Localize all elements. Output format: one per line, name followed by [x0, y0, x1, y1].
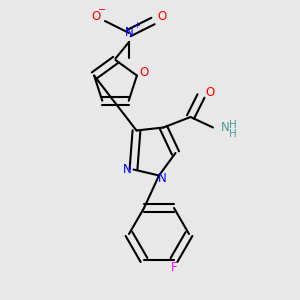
Text: O: O: [206, 86, 215, 100]
Text: H: H: [230, 119, 237, 130]
Text: O: O: [92, 10, 100, 23]
Text: O: O: [158, 10, 166, 23]
Text: N: N: [158, 172, 166, 185]
Text: +: +: [133, 21, 140, 30]
Text: H: H: [230, 128, 237, 139]
Text: N: N: [123, 163, 132, 176]
Text: F: F: [171, 261, 177, 274]
Text: O: O: [140, 66, 149, 79]
Text: N: N: [124, 26, 134, 40]
Text: −: −: [98, 4, 106, 15]
Text: N: N: [220, 121, 229, 134]
